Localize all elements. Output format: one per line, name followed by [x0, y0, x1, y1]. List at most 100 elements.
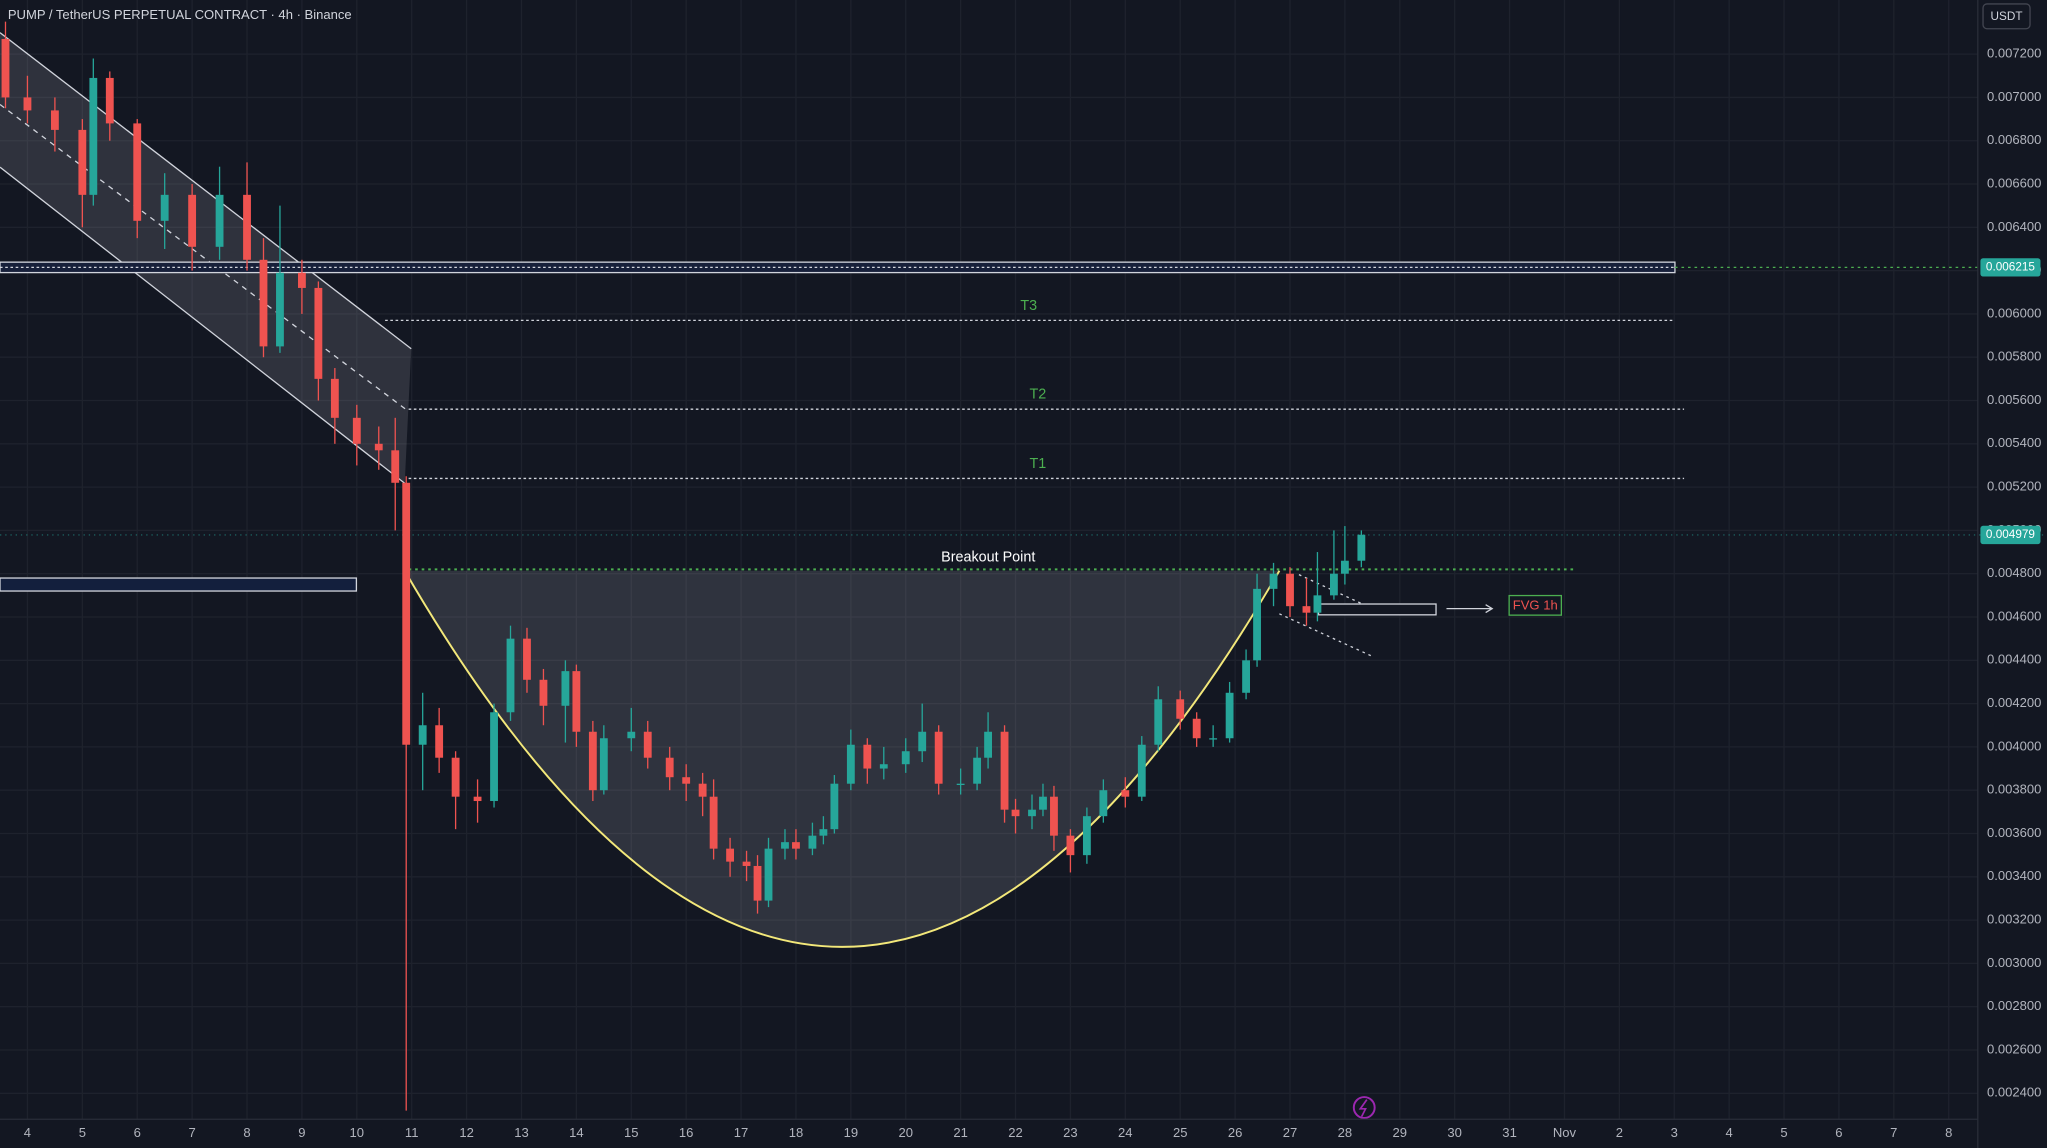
alert-icon[interactable]: [1352, 1096, 1376, 1119]
candle-body: [627, 731, 636, 739]
candle-body: [451, 757, 460, 797]
candle-body: [523, 638, 531, 680]
cup-curve: [403, 570, 1281, 948]
candle-body: [23, 97, 32, 111]
candle-body: [314, 287, 323, 379]
candle-body: [276, 272, 284, 347]
candle-body: [1154, 699, 1163, 745]
candles: [1, 21, 1366, 1111]
candle-body: [918, 731, 927, 752]
x-tick-label: 9: [298, 1125, 305, 1140]
y-tick-label: 0.007000: [1987, 89, 2041, 104]
x-tick-label: 27: [1283, 1125, 1298, 1140]
candle-body: [879, 764, 888, 769]
x-tick-label: 23: [1063, 1125, 1078, 1140]
channel-mid: [0, 103, 410, 412]
candle-body: [1082, 816, 1091, 856]
candle-body: [792, 842, 800, 849]
candle-body: [698, 783, 707, 797]
x-tick-label: 21: [953, 1125, 968, 1140]
y-tick-label: 0.005200: [1987, 479, 2041, 494]
channel-fill: [0, 32, 412, 484]
candle-body: [1137, 744, 1146, 797]
candle-body: [1329, 573, 1338, 596]
y-tick-label: 0.005400: [1987, 435, 2041, 450]
y-tick-label: 0.003000: [1987, 955, 2041, 970]
y-tick-label: 0.003800: [1987, 782, 2041, 797]
x-tick-label: 22: [1008, 1125, 1023, 1140]
candle-body: [418, 725, 427, 745]
x-tick-label: 7: [1890, 1125, 1897, 1140]
candle-body: [506, 638, 515, 713]
price-badge-label: 0.004979: [1986, 528, 2035, 541]
candle-body: [742, 861, 751, 866]
candle-body: [1357, 534, 1366, 561]
currency-button[interactable]: [1982, 3, 2031, 30]
y-tick-label: 0.006800: [1987, 132, 2041, 147]
x-tick-label: 14: [569, 1125, 584, 1140]
candle-body: [781, 842, 789, 849]
y-tick-label: 0.006400: [1987, 219, 2041, 234]
x-tick-label: 2: [1616, 1125, 1623, 1140]
x-tick-label: 6: [1835, 1125, 1842, 1140]
candle-body: [297, 272, 306, 288]
target-label: T2: [1029, 387, 1046, 403]
y-tick-label: 0.004400: [1987, 652, 2041, 667]
candle-body: [588, 731, 597, 791]
candle-body: [243, 194, 251, 260]
y-tick-label: 0.005800: [1987, 349, 2041, 364]
x-tick-label: 20: [898, 1125, 913, 1140]
candle-body: [561, 671, 570, 706]
candle-body: [105, 77, 114, 124]
x-tick-label: 26: [1228, 1125, 1243, 1140]
candle-body: [133, 123, 142, 221]
candle-body: [1028, 809, 1036, 817]
price-badge: [1980, 258, 2041, 277]
y-tick-label: 0.003400: [1987, 868, 2041, 883]
candle-body: [1121, 790, 1130, 797]
candle-body: [1313, 595, 1322, 613]
chart-title: PUMP / TetherUS PERPETUAL CONTRACT · 4h …: [8, 7, 352, 22]
candle-body: [1302, 606, 1311, 613]
x-tick-label: 31: [1502, 1125, 1517, 1140]
x-tick-label: 25: [1173, 1125, 1188, 1140]
candle-body: [160, 194, 169, 221]
target-label: T1: [1029, 456, 1046, 472]
x-tick-label: 12: [459, 1125, 474, 1140]
candle-body: [819, 829, 828, 836]
candle-body: [330, 378, 339, 418]
candle-body: [764, 848, 773, 901]
x-tick-label: 13: [514, 1125, 529, 1140]
candle-body: [1050, 796, 1058, 836]
y-tick-label: 0.007200: [1987, 46, 2041, 61]
x-tick-label: 5: [79, 1125, 86, 1140]
x-tick-label: Nov: [1553, 1125, 1577, 1140]
candle-body: [259, 259, 268, 347]
x-tick-label: 10: [350, 1125, 365, 1140]
fvg-label: FVG 1h: [1513, 597, 1558, 612]
fvg-arrow-head: [1485, 604, 1494, 614]
y-tick-label: 0.004600: [1987, 608, 2041, 623]
candle-body: [1066, 835, 1075, 856]
y-tick-label: 0.004800: [1987, 565, 2041, 580]
fvg-label-box: [1508, 594, 1563, 616]
x-tick-label: 24: [1118, 1125, 1133, 1140]
x-tick-label: 29: [1393, 1125, 1408, 1140]
candle-body: [402, 482, 411, 745]
candle-body: [50, 110, 59, 130]
candle-body: [709, 796, 718, 849]
price-badge-label: 0.006215: [1986, 260, 2035, 273]
x-tick-label: 16: [679, 1125, 694, 1140]
candle-body: [1176, 699, 1185, 719]
candle-body: [808, 835, 817, 849]
candle-body: [352, 417, 361, 444]
channel-lower: [0, 166, 406, 484]
candle-body: [956, 783, 965, 786]
x-tick-label: 8: [243, 1125, 250, 1140]
target-label: T3: [1020, 298, 1037, 314]
candle-body: [1099, 790, 1108, 817]
candle-body: [78, 129, 87, 195]
breakout-label: Breakout Point: [941, 549, 1035, 565]
wedge-upper: [1298, 574, 1385, 615]
